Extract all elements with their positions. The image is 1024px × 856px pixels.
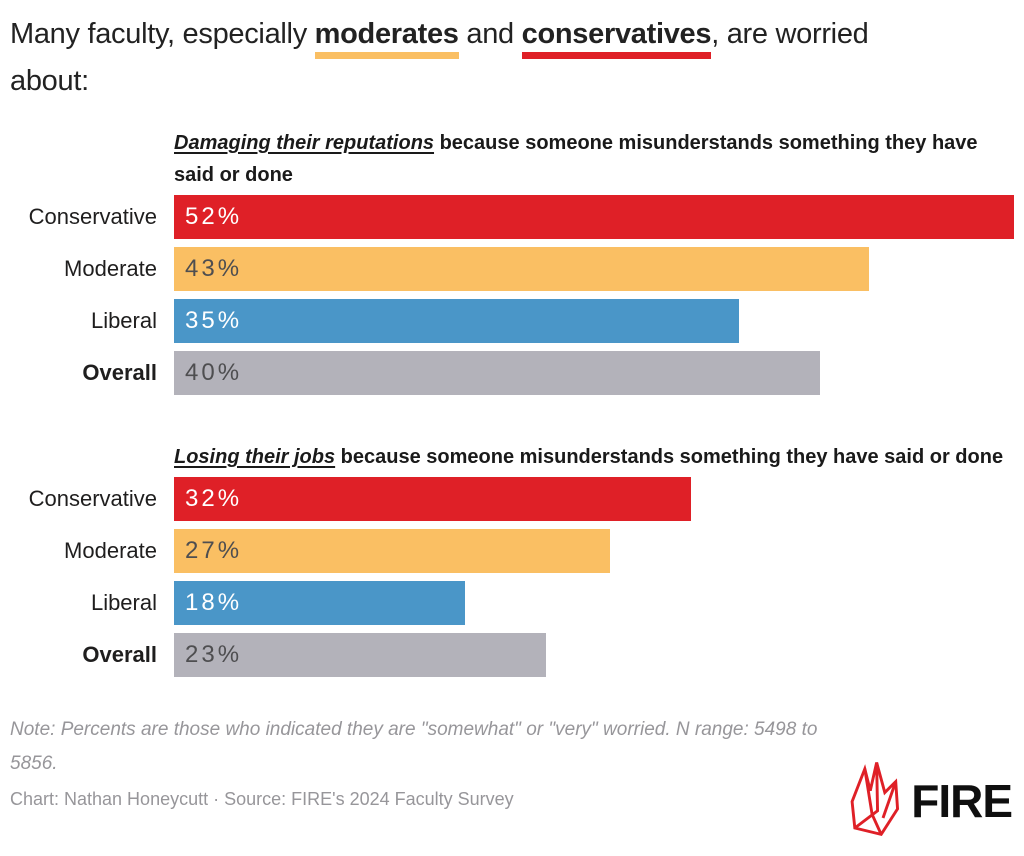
- chart-jobs: Losing their jobs because someone misund…: [0, 441, 1024, 677]
- bar-value-label: 18%: [185, 589, 243, 616]
- chart-jobs-rows: Conservative 32% Moderate 27% Liberal 18…: [0, 477, 1024, 677]
- bar-value-label: 32%: [185, 485, 243, 512]
- bar-row: Overall 23%: [0, 633, 1024, 677]
- category-label-conservative: Conservative: [28, 486, 157, 511]
- fire-wordmark: FIRE: [911, 774, 1013, 827]
- bar-row: Moderate 43%: [0, 247, 1024, 291]
- bar-value-label: 23%: [185, 641, 243, 668]
- bar-track: 40%: [174, 351, 1014, 395]
- bar-row: Liberal 35%: [0, 299, 1024, 343]
- title-text-prefix: Many faculty, especially: [10, 18, 315, 50]
- bar-conservative: 32%: [174, 477, 691, 521]
- category-label-conservative: Conservative: [28, 204, 157, 229]
- category-label-moderate: Moderate: [64, 538, 157, 563]
- footnote: Note: Percents are those who indicated t…: [10, 719, 818, 774]
- bar-liberal: 18%: [174, 581, 465, 625]
- bar-value-label: 52%: [185, 203, 243, 230]
- bar-track: 23%: [174, 633, 1014, 677]
- title-highlight-conservatives: conservatives: [521, 17, 712, 59]
- bar-row: Conservative 32%: [0, 477, 1024, 521]
- category-label-overall: Overall: [82, 360, 157, 385]
- category-label-moderate: Moderate: [64, 256, 157, 281]
- bar-row: Moderate 27%: [0, 529, 1024, 573]
- bar-value-label: 35%: [185, 307, 243, 334]
- bar-track: 52%: [174, 195, 1014, 239]
- flame-icon: [843, 757, 903, 844]
- bar-row: Overall 40%: [0, 351, 1024, 395]
- bar-track: 18%: [174, 581, 1014, 625]
- bar-overall: 23%: [174, 633, 546, 677]
- chart-jobs-heading-emphasis: Losing their jobs: [174, 446, 336, 468]
- page-title: Many faculty, especially moderates and c…: [0, 0, 1024, 103]
- chart-reputations-heading-emphasis: Damaging their reputations: [174, 132, 435, 154]
- chart-reputations-heading: Damaging their reputations because someo…: [174, 127, 1016, 191]
- bar-conservative: 52%: [174, 195, 1014, 239]
- bar-value-label: 43%: [185, 255, 243, 282]
- bar-row: Conservative 52%: [0, 195, 1024, 239]
- title-text-suffix: , are worried: [711, 18, 869, 50]
- chart-jobs-heading-rest: because someone misunderstands something…: [335, 446, 1004, 468]
- bar-value-label: 27%: [185, 537, 243, 564]
- bar-track: 32%: [174, 477, 1014, 521]
- bar-moderate: 43%: [174, 247, 869, 291]
- credits: Chart: Nathan Honeycutt · Source: FIRE's…: [10, 789, 514, 809]
- chart-reputations: Damaging their reputations because someo…: [0, 127, 1024, 395]
- bar-moderate: 27%: [174, 529, 611, 573]
- bar-track: 35%: [174, 299, 1014, 343]
- bar-value-label: 40%: [185, 359, 243, 386]
- category-label-liberal: Liberal: [90, 308, 157, 333]
- category-label-overall: Overall: [82, 642, 157, 667]
- bar-track: 43%: [174, 247, 1014, 291]
- chart-jobs-heading: Losing their jobs because someone misund…: [174, 441, 1016, 473]
- bar-overall: 40%: [174, 351, 821, 395]
- title-line2: about:: [10, 65, 89, 97]
- chart-reputations-heading-rest: because someone misunderstands something…: [174, 132, 978, 186]
- footer: Note: Percents are those who indicated t…: [0, 713, 1024, 810]
- chart-reputations-rows: Conservative 52% Moderate 43% Liberal 35…: [0, 195, 1024, 395]
- bar-row: Liberal 18%: [0, 581, 1024, 625]
- title-text-mid: and: [458, 18, 522, 50]
- bar-liberal: 35%: [174, 299, 740, 343]
- fire-logo: FIRE: [843, 757, 1013, 844]
- bar-track: 27%: [174, 529, 1014, 573]
- category-label-liberal: Liberal: [90, 590, 157, 615]
- title-highlight-moderates: moderates: [314, 17, 459, 59]
